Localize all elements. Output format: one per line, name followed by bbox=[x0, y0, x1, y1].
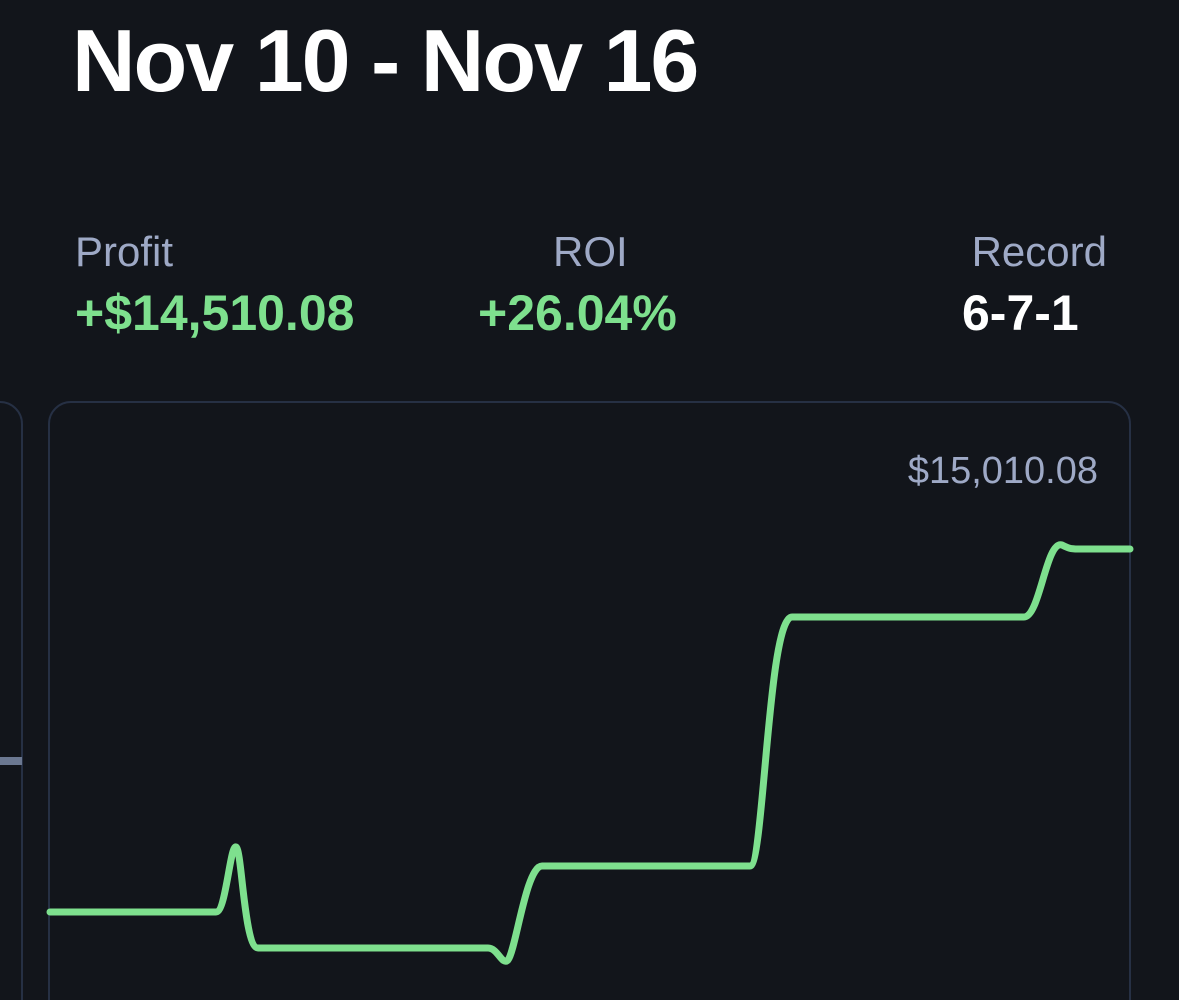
side-card-bar bbox=[0, 757, 22, 765]
stat-label: Profit bbox=[75, 228, 174, 275]
profit-line bbox=[46, 541, 1134, 965]
stat-label: ROI bbox=[553, 228, 628, 275]
chart-card[interactable] bbox=[48, 401, 1131, 1000]
stat-label: Record bbox=[971, 228, 1107, 275]
stat-value: 6-7-1 bbox=[962, 285, 1079, 341]
chart-max-label: $15,010.08 bbox=[907, 450, 1098, 492]
side-card[interactable] bbox=[0, 401, 23, 1000]
stat-value: +26.04% bbox=[478, 285, 677, 341]
stat-value: +$14,510.08 bbox=[75, 285, 355, 341]
date-range-title: Nov 10 - Nov 16 bbox=[72, 11, 699, 110]
